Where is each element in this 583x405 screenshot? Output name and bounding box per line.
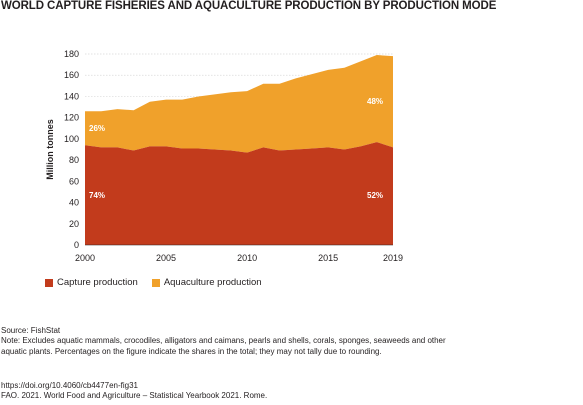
legend-swatch-capture — [45, 278, 53, 287]
aquaculture-area — [85, 55, 393, 153]
x-tick-label: 2010 — [237, 253, 257, 263]
capture-area — [85, 142, 393, 245]
share-label-capture-end: 52% — [367, 191, 383, 200]
y-tick-label: 40 — [69, 198, 79, 208]
x-tick-label: 2000 — [75, 253, 95, 263]
y-axis-label: Million tonnes — [45, 119, 55, 180]
share-label-aquaculture-start: 26% — [89, 124, 105, 133]
y-tick-label: 160 — [64, 70, 79, 80]
doi-link[interactable]: https://doi.org/10.4060/cb4477en-fig31 — [1, 381, 138, 390]
legend: Capture production Aquaculture productio… — [45, 277, 262, 288]
y-tick-label: 180 — [64, 49, 79, 59]
legend-swatch-aquaculture — [151, 278, 160, 287]
legend-label-aquaculture: Aquaculture production — [163, 277, 262, 288]
y-tick-label: 100 — [64, 134, 79, 144]
y-tick-label: 120 — [64, 113, 79, 123]
legend-label-capture: Capture production — [57, 277, 138, 288]
citation: FAO. 2021. World Food and Agriculture – … — [1, 391, 268, 401]
y-tick-label: 0 — [74, 240, 79, 250]
stacked-area-chart: 0 20 40 60 80 100 120 140 160 180 2000 2005 2010 201… — [45, 49, 403, 263]
x-tick-label: 2005 — [156, 253, 176, 263]
legend-item-aquaculture: Aquaculture production — [151, 277, 262, 288]
y-tick-label: 20 — [69, 219, 79, 229]
share-label-capture-start: 74% — [89, 191, 105, 200]
notes: Source: FishStat Note: Excludes aquatic … — [1, 326, 446, 357]
y-tick-label: 60 — [69, 176, 79, 186]
y-tick-label: 80 — [69, 155, 79, 165]
source-note: Source: FishStat — [1, 326, 61, 335]
x-tick-labels: 2000 2005 2010 2015 2019 — [75, 253, 403, 263]
y-tick-labels: 0 20 40 60 80 100 120 140 160 180 — [64, 49, 79, 250]
footer: https://doi.org/10.4060/cb4477en-fig31 F… — [1, 381, 267, 402]
y-tick-label: 140 — [64, 91, 79, 101]
chart-title: WORLD CAPTURE FISHERIES AND AQUACULTURE … — [1, 0, 497, 12]
x-tick-label: 2015 — [318, 253, 338, 263]
share-label-aquaculture-end: 48% — [367, 97, 383, 106]
legend-item-capture: Capture production — [45, 277, 138, 288]
x-tick-label: 2019 — [383, 253, 403, 263]
note-text: Note: Excludes aquatic mammals, crocodil… — [1, 336, 446, 356]
